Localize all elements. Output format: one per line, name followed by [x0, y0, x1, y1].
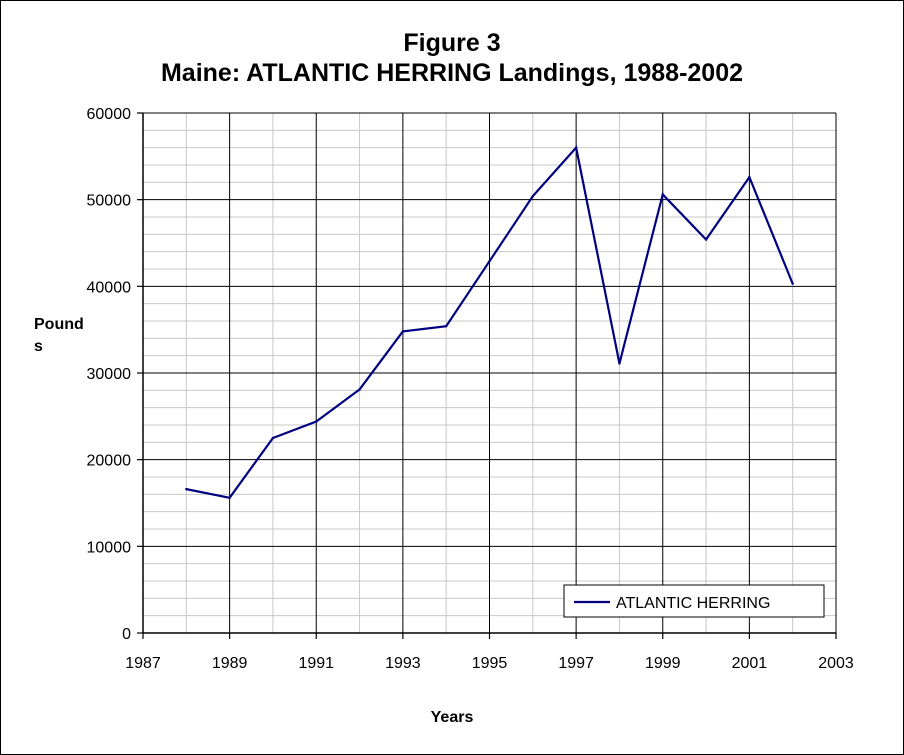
- chart-title-line-1: Figure 3: [403, 29, 501, 57]
- x-tick-label: 2001: [732, 655, 768, 672]
- y-tick-label: 40000: [87, 279, 132, 296]
- data-point: [401, 330, 405, 333]
- y-tick-label: 60000: [87, 106, 132, 123]
- data-point: [791, 282, 794, 285]
- x-tick-label: 1993: [385, 655, 421, 672]
- chart-title: Figure 3 Maine: ATLANTIC HERRING Landing…: [0, 28, 904, 88]
- data-point: [618, 362, 621, 365]
- x-tick-label: 2003: [818, 655, 854, 672]
- data-point: [748, 175, 751, 179]
- major-gridlines: 0 10000 20000 30000 40000 50000 60000 1987 1989 1…: [87, 106, 854, 672]
- y-tick-label: 10000: [87, 539, 132, 556]
- x-tick-label: 1997: [558, 655, 594, 672]
- data-point: [315, 420, 318, 423]
- data-point: [704, 238, 708, 241]
- data-point: [444, 325, 448, 328]
- legend: ATLANTIC HERRING: [563, 584, 825, 618]
- x-tick-label: 1991: [298, 655, 334, 672]
- data-point: [271, 436, 275, 440]
- y-tick-label: 50000: [87, 193, 132, 210]
- data-point: [358, 388, 361, 391]
- data-point: [574, 146, 578, 149]
- x-tick-label: 1987: [125, 655, 161, 672]
- data-point: [661, 193, 664, 196]
- x-tick-label: 1999: [645, 655, 681, 672]
- y-axis-label: Pound s: [34, 314, 94, 358]
- x-axis-label: Years: [430, 709, 474, 726]
- data-point: [185, 487, 188, 491]
- x-tick-label: 1995: [472, 655, 508, 672]
- y-axis-label-line-1: Pound: [34, 316, 84, 333]
- data-point: [488, 260, 491, 263]
- chart-title-line-2: Maine: ATLANTIC HERRING Landings, 1988-2…: [160, 59, 744, 87]
- y-tick-label: 30000: [87, 366, 132, 383]
- data-point: [228, 496, 231, 499]
- x-tick-label: 1989: [212, 655, 248, 672]
- y-tick-label: 20000: [87, 453, 132, 470]
- y-tick-label: 0: [122, 626, 131, 643]
- y-axis-label-line-2: s: [34, 338, 43, 355]
- legend-label: ATLANTIC HERRING: [616, 595, 770, 612]
- data-point: [531, 195, 535, 198]
